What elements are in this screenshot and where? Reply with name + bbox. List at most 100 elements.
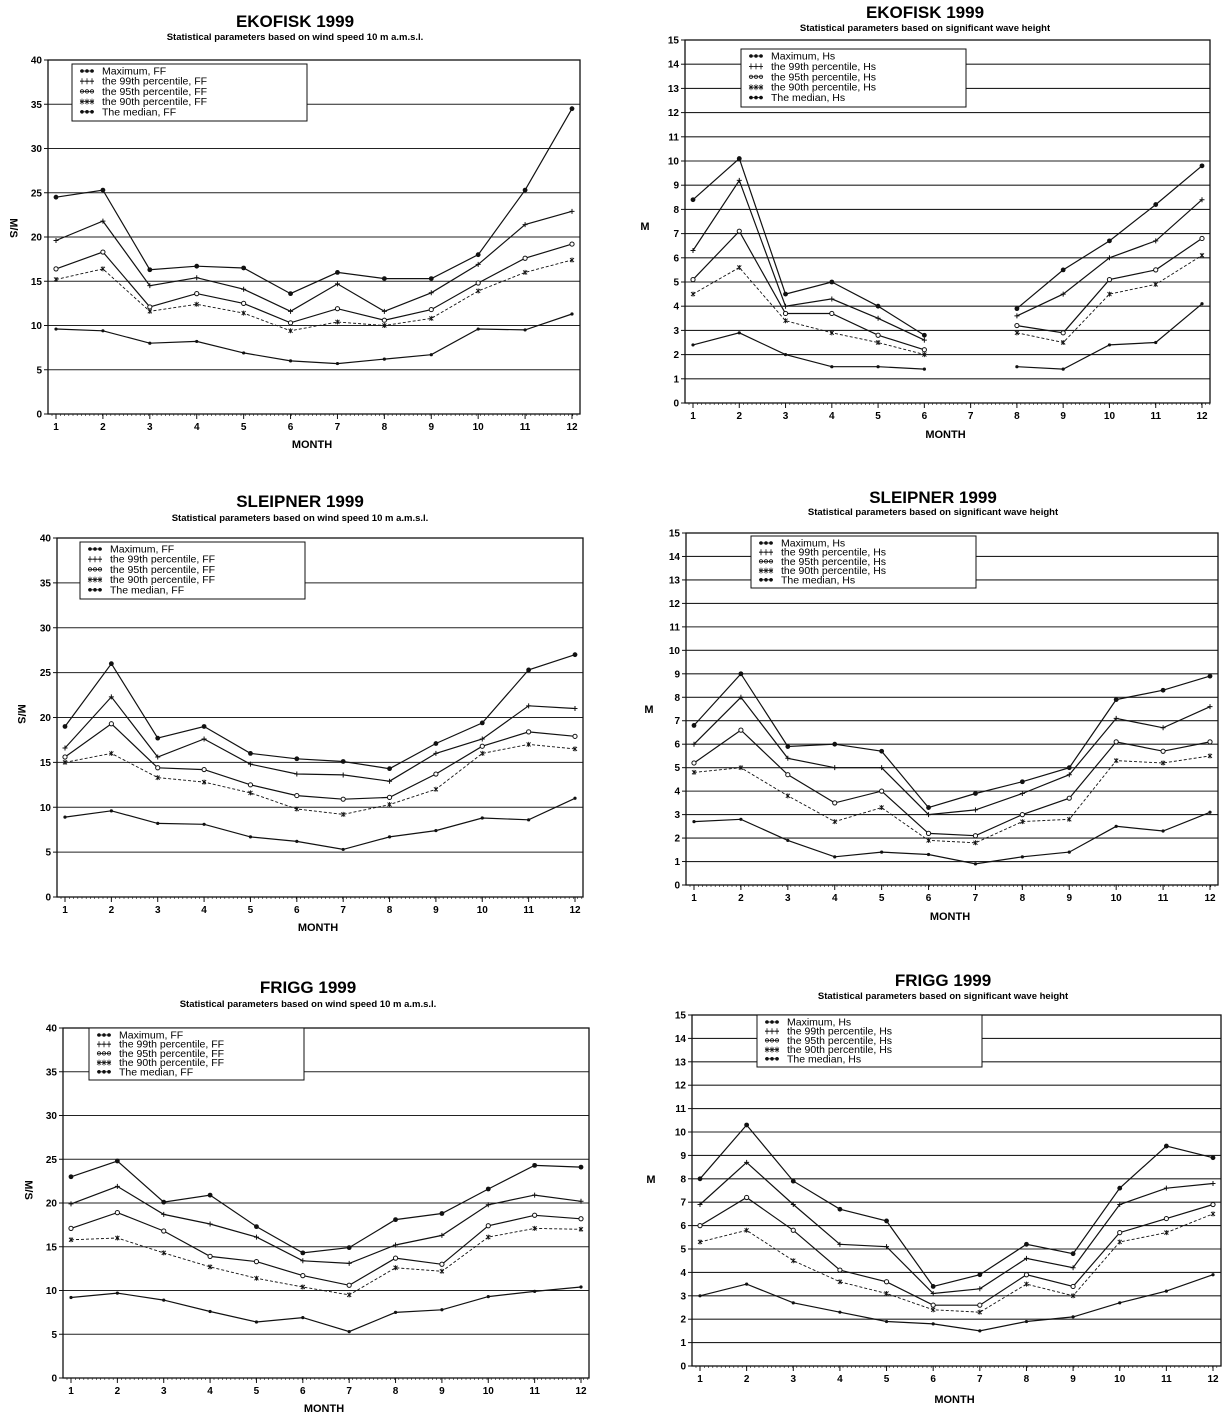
y-tick-label: 2 bbox=[674, 834, 680, 845]
data-point bbox=[1200, 302, 1204, 306]
y-tick-label: 5 bbox=[51, 1330, 57, 1341]
data-point bbox=[53, 194, 59, 200]
data-point bbox=[387, 766, 392, 772]
x-tick-label: 1 bbox=[690, 411, 696, 422]
data-point bbox=[156, 821, 160, 826]
y-tick-label: 0 bbox=[45, 893, 51, 904]
chart-subtitle: Statistical parameters based on wind spe… bbox=[180, 999, 437, 1010]
y-tick-label: 12 bbox=[675, 1081, 687, 1092]
series-dot bbox=[62, 652, 578, 772]
data-point bbox=[393, 1310, 398, 1314]
legend-swatch bbox=[96, 1051, 112, 1056]
data-point bbox=[201, 779, 207, 785]
data-point bbox=[738, 727, 744, 733]
data-point bbox=[569, 257, 575, 263]
y-tick-label: 1 bbox=[680, 1338, 686, 1349]
y-tick-label: 20 bbox=[40, 713, 52, 724]
data-point bbox=[201, 736, 207, 742]
data-point bbox=[1160, 748, 1166, 754]
y-tick-label: 12 bbox=[669, 599, 681, 610]
y-tick-label: 7 bbox=[673, 229, 679, 240]
data-point bbox=[62, 745, 68, 751]
series-small-dot bbox=[54, 312, 574, 366]
data-point bbox=[1071, 1315, 1075, 1319]
data-point bbox=[973, 840, 978, 846]
chart-title: EKOFISK 1999 bbox=[236, 12, 354, 31]
data-point bbox=[578, 1164, 584, 1170]
x-tick-label: 9 bbox=[1060, 411, 1066, 422]
data-point bbox=[880, 850, 884, 854]
series-line bbox=[55, 313, 573, 365]
data-point bbox=[1060, 291, 1066, 297]
data-point bbox=[926, 837, 931, 843]
legend-box bbox=[88, 1027, 305, 1081]
data-point bbox=[1106, 276, 1113, 283]
series-line bbox=[70, 1160, 582, 1254]
data-point bbox=[241, 300, 247, 306]
y-tick-label: 35 bbox=[31, 100, 43, 111]
chart-subtitle: Statistical parameters based on signific… bbox=[808, 507, 1059, 518]
data-point bbox=[692, 820, 696, 824]
series-line bbox=[692, 179, 925, 341]
data-point bbox=[875, 332, 881, 338]
data-point bbox=[382, 357, 386, 361]
x-tick-label: 8 bbox=[382, 422, 388, 433]
plot-frame bbox=[684, 39, 1211, 404]
data-point bbox=[53, 266, 59, 272]
data-point bbox=[526, 703, 532, 709]
series-dot bbox=[697, 1122, 1216, 1289]
data-point bbox=[1117, 1239, 1123, 1245]
legend-label: Maximum, FF bbox=[102, 66, 166, 78]
series-star bbox=[53, 257, 575, 334]
data-point bbox=[1019, 779, 1025, 785]
data-point bbox=[522, 187, 528, 193]
series-line bbox=[699, 1124, 1214, 1288]
legend-label: The median, Hs bbox=[787, 1053, 861, 1065]
data-point bbox=[294, 756, 300, 762]
chart-title: SLEIPNER 1999 bbox=[869, 488, 997, 507]
data-point bbox=[108, 661, 114, 667]
data-point bbox=[739, 817, 743, 821]
data-point bbox=[1060, 340, 1066, 345]
data-point bbox=[832, 819, 838, 825]
x-tick-label: 1 bbox=[68, 1386, 74, 1397]
data-point bbox=[1160, 760, 1166, 766]
data-point bbox=[1163, 1215, 1169, 1222]
data-point bbox=[837, 1267, 843, 1273]
data-point bbox=[790, 1178, 796, 1184]
data-point bbox=[100, 249, 106, 255]
x-minor-ticks bbox=[66, 1378, 589, 1380]
chart-subtitle: Statistical parameters based on signific… bbox=[818, 991, 1069, 1002]
data-point bbox=[785, 744, 791, 749]
data-point bbox=[884, 1244, 890, 1250]
y-tick-label: 10 bbox=[669, 646, 681, 657]
series-line bbox=[699, 1213, 1214, 1313]
series-plus bbox=[53, 208, 575, 314]
y-axis-label: M bbox=[644, 704, 653, 716]
x-tick-label: 5 bbox=[254, 1386, 260, 1397]
x-tick-label: 4 bbox=[832, 893, 838, 904]
data-point bbox=[295, 839, 299, 843]
data-point bbox=[475, 288, 481, 294]
data-point bbox=[879, 748, 885, 754]
legend-swatch bbox=[748, 84, 764, 91]
y-tick-label: 40 bbox=[31, 56, 43, 67]
x-tick-label: 12 bbox=[569, 905, 581, 916]
y-tick-label: 15 bbox=[46, 1242, 58, 1253]
data-point bbox=[697, 1223, 703, 1229]
y-tick-label: 3 bbox=[674, 810, 680, 821]
data-point bbox=[1160, 725, 1166, 731]
gridlines bbox=[682, 532, 1218, 886]
data-point bbox=[1107, 343, 1112, 347]
x-tick-label: 8 bbox=[1014, 411, 1020, 422]
plot-frame bbox=[62, 1027, 590, 1379]
data-point bbox=[69, 1295, 73, 1300]
data-point bbox=[879, 805, 884, 811]
y-tick-label: 10 bbox=[31, 321, 43, 332]
data-point bbox=[697, 1239, 703, 1245]
data-point bbox=[691, 343, 695, 347]
data-point bbox=[690, 248, 696, 254]
data-point bbox=[100, 187, 106, 193]
